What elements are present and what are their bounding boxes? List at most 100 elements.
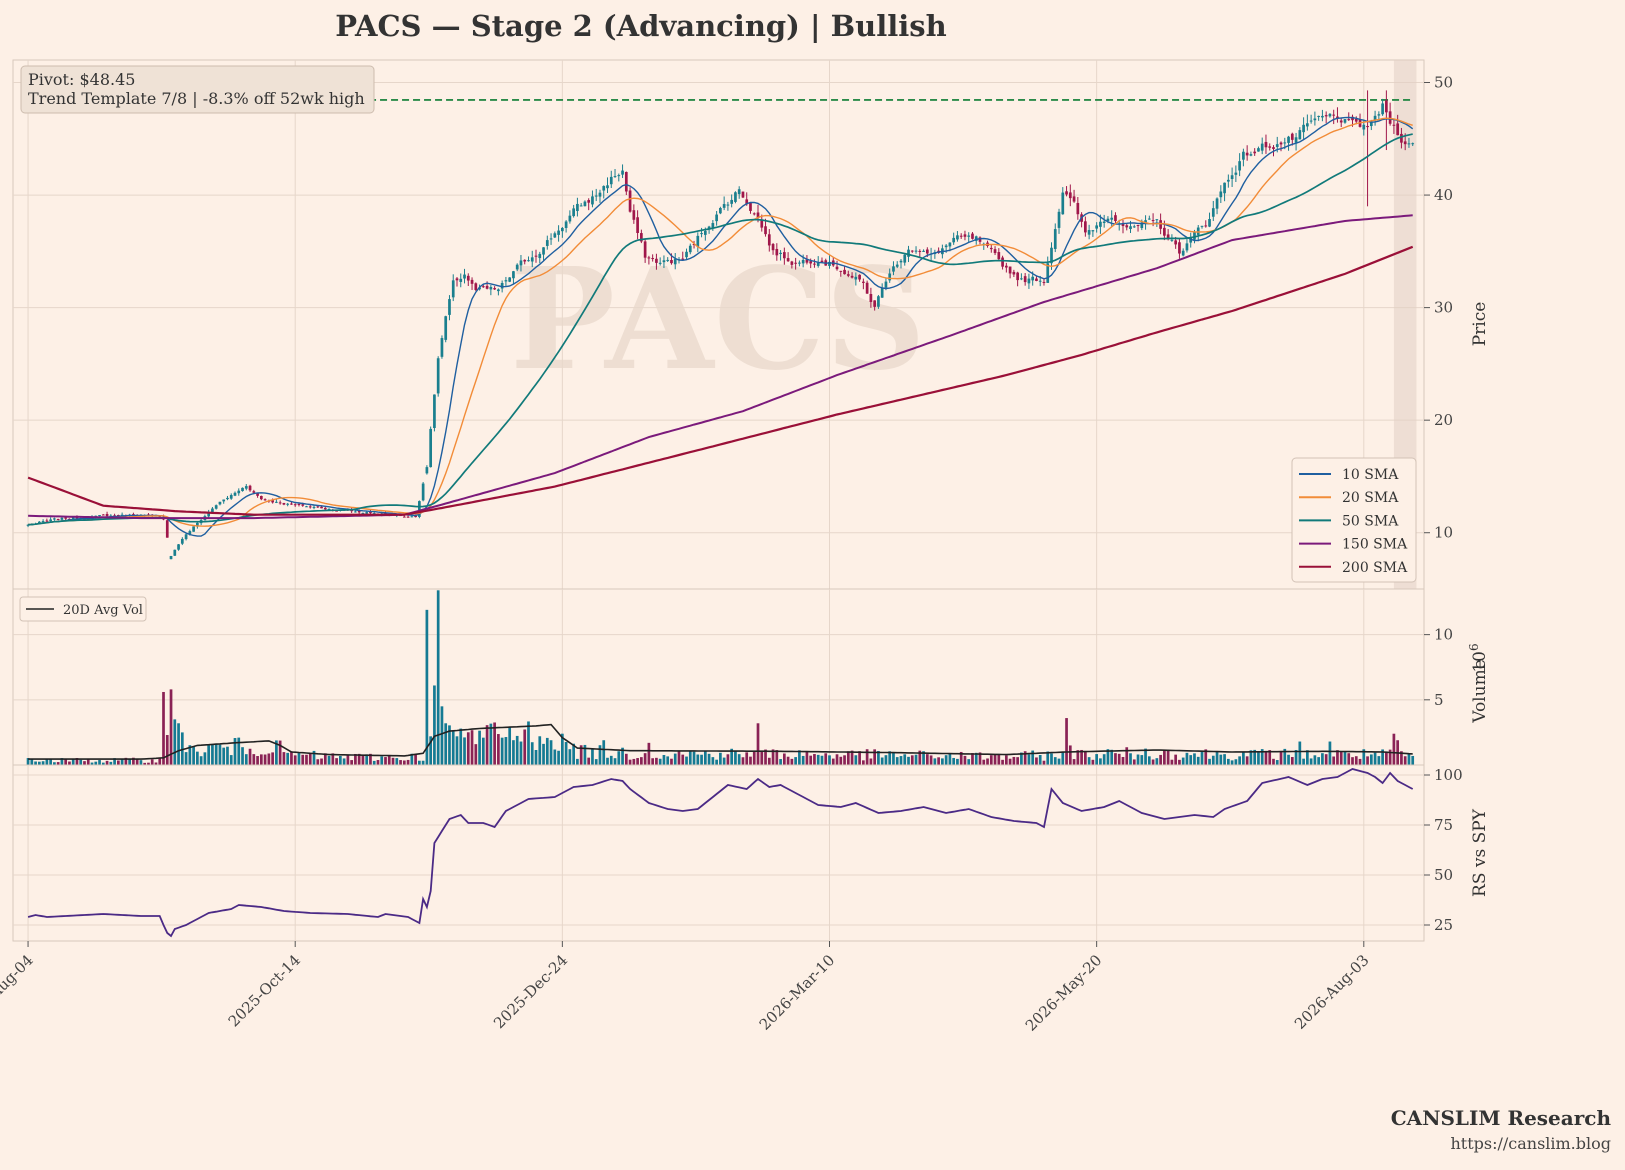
candle-body: [1392, 124, 1396, 126]
volume-bar: [910, 755, 914, 765]
volume-bar: [1053, 757, 1057, 765]
volume-bar: [1283, 748, 1287, 765]
volume-bar: [41, 761, 45, 765]
volume-bar: [726, 754, 730, 765]
volume-bar: [1178, 759, 1181, 765]
volume-bar: [414, 754, 417, 765]
x-tick-label: 2026-May-20: [1022, 951, 1106, 1035]
volume-bar: [124, 757, 128, 765]
volume-bar: [602, 740, 606, 765]
x-tick-label: 2025-Oct-14: [225, 951, 304, 1030]
volume-bar: [1050, 753, 1053, 765]
volume-bar: [286, 752, 290, 765]
volume-bar: [527, 721, 530, 765]
volume-bar: [828, 755, 831, 765]
volume-bar: [997, 754, 1001, 765]
candle-body: [37, 521, 41, 524]
volume-bar: [824, 753, 828, 765]
candle-body: [1226, 179, 1230, 182]
volume-bar: [809, 755, 813, 765]
candle-body: [1038, 280, 1042, 282]
candle-body: [64, 517, 68, 519]
volume-bar: [211, 744, 214, 765]
candle-body: [568, 215, 572, 222]
candle-body: [1253, 151, 1257, 154]
volume-bar: [944, 755, 948, 765]
volume-bar: [1260, 749, 1264, 765]
candle-body: [865, 282, 869, 294]
volume-bar: [711, 757, 715, 765]
volume-bar: [899, 756, 903, 765]
volume-bar: [387, 755, 391, 765]
candle-body: [560, 227, 564, 232]
volume-bar: [925, 754, 929, 765]
candle-body: [1324, 115, 1328, 117]
candle-body: [1369, 121, 1373, 127]
candle-body: [997, 252, 1001, 260]
volume-bar: [1147, 756, 1151, 765]
legend-label: 20 SMA: [1342, 490, 1399, 506]
candle-body: [497, 289, 500, 292]
candle-body: [609, 176, 613, 185]
candle-body: [1242, 151, 1245, 160]
rs-axis-label: RS vs SPY: [1470, 808, 1490, 897]
volume-bar: [275, 740, 278, 765]
volume-bar: [1189, 755, 1193, 765]
volume-bar: [1234, 759, 1238, 765]
candle-body: [1178, 242, 1181, 254]
candle-body: [211, 508, 214, 512]
volume-bar: [1016, 757, 1019, 765]
volume-bar: [764, 749, 767, 765]
volume-bar: [290, 751, 293, 765]
info-box-trend: Trend Template 7/8 | -8.3% off 52wk high: [28, 89, 365, 108]
candle-body: [1132, 226, 1136, 228]
volume-bar: [1185, 752, 1189, 765]
candle-body: [737, 189, 741, 195]
volume-legend-frame: [19, 596, 147, 622]
candle-body: [587, 200, 591, 203]
candle-body: [463, 274, 466, 279]
volume-bar: [1230, 760, 1234, 765]
candle-body: [327, 508, 331, 510]
candle-body: [406, 516, 410, 518]
volume-bar: [399, 760, 402, 765]
candle-body: [907, 249, 910, 257]
candle-body: [606, 185, 609, 189]
candle-body: [621, 170, 624, 175]
candle-body: [350, 510, 353, 512]
candle-body: [1106, 218, 1110, 221]
candle-body: [1211, 208, 1215, 217]
volume-bar: [1309, 758, 1313, 765]
candle-body: [1309, 120, 1313, 122]
candle-body: [545, 240, 549, 246]
volume-bar: [530, 742, 534, 765]
candle-body: [169, 556, 173, 560]
candle-body: [640, 233, 643, 242]
info-box-pivot: Pivot: $48.45: [28, 70, 135, 89]
volume-bar: [1170, 759, 1174, 765]
volume-bar: [1275, 760, 1279, 765]
volume-bar: [451, 731, 455, 765]
volume-bar: [651, 758, 655, 765]
candle-body: [771, 244, 775, 251]
candle-body: [1287, 136, 1290, 143]
volume-bar: [1181, 757, 1185, 765]
volume-bar: [1132, 759, 1136, 765]
candle-body: [512, 271, 515, 279]
candle-body: [993, 249, 997, 254]
candle-body: [1095, 225, 1098, 229]
info-box: Pivot: $48.45 Trend Template 7/8 | -8.3%…: [20, 65, 375, 114]
volume-bar: [68, 761, 71, 765]
candle-body: [101, 514, 105, 516]
candle-body: [226, 497, 229, 500]
candle-body: [1121, 223, 1125, 227]
volume-bar: [523, 729, 527, 765]
candle-body: [1332, 114, 1336, 116]
candle-body: [56, 518, 60, 520]
candle-body: [681, 258, 685, 260]
candle-body: [726, 204, 730, 206]
legend-label: 200 SMA: [1342, 560, 1408, 576]
candle-body: [500, 283, 504, 289]
candle-body: [308, 506, 312, 508]
candle-body: [613, 176, 617, 178]
